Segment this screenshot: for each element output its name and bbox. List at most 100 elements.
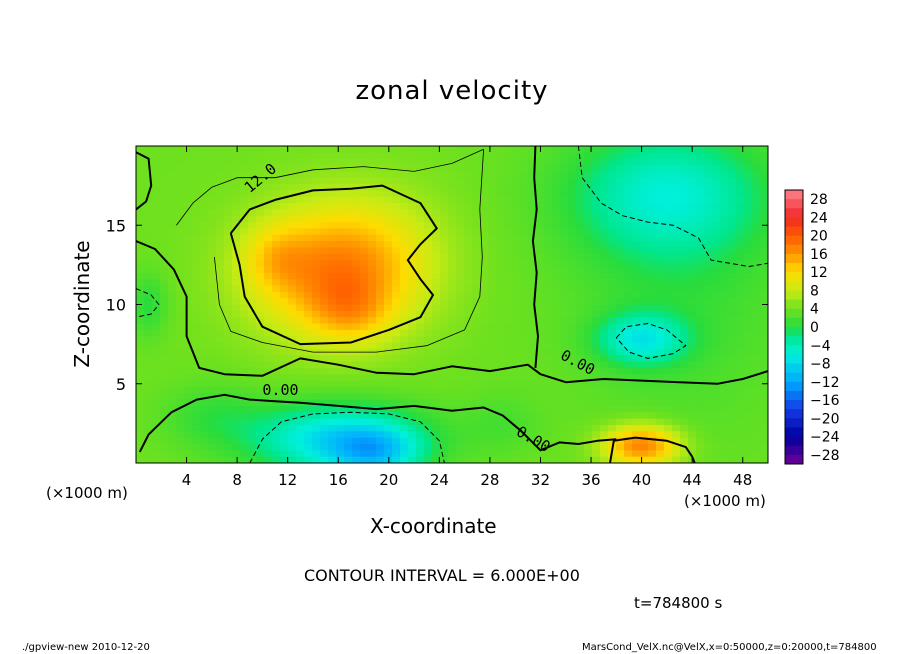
heat-cell (168, 329, 177, 337)
heat-cell (704, 329, 713, 337)
heat-cell (472, 355, 481, 363)
heat-cell (440, 253, 449, 261)
heat-cell (672, 222, 681, 230)
heat-cell (480, 228, 489, 236)
heat-cell (352, 190, 361, 198)
heat-cell (328, 393, 337, 401)
heat-cell (256, 348, 265, 356)
heat-cell (696, 234, 705, 242)
heat-cell (184, 342, 193, 350)
x-tick-label: 12 (278, 471, 297, 489)
heat-cell (592, 196, 601, 204)
heat-cell (136, 418, 145, 426)
heat-cell (200, 431, 209, 439)
heat-cell (720, 266, 729, 274)
heat-cell (552, 196, 561, 204)
heat-cell (144, 443, 153, 451)
heat-cell (440, 177, 449, 185)
heat-cell (584, 209, 593, 217)
heat-cell (152, 222, 161, 230)
heat-cell (704, 405, 713, 413)
heat-cell (352, 342, 361, 350)
heat-cell (352, 431, 361, 439)
heat-cell (320, 393, 329, 401)
heat-cell (208, 374, 217, 382)
heat-cell (512, 209, 521, 217)
heat-cell (568, 450, 577, 458)
heat-cell (520, 177, 529, 185)
heat-cell (592, 310, 601, 318)
heat-cell (712, 374, 721, 382)
heat-cell (600, 412, 609, 420)
heat-cell (472, 323, 481, 331)
heat-cell (552, 317, 561, 325)
heat-cell (256, 253, 265, 261)
heat-cell (728, 247, 737, 255)
heat-cell (568, 215, 577, 223)
heat-cell (512, 355, 521, 363)
heat-cell (440, 171, 449, 179)
heat-cell (160, 348, 169, 356)
heat-cell (224, 424, 233, 432)
heat-cell (568, 367, 577, 375)
heat-cell (416, 184, 425, 191)
heat-cell (448, 171, 457, 179)
heat-cell (584, 418, 593, 426)
heat-cell (672, 241, 681, 249)
heat-cell (504, 412, 513, 420)
heat-cell (568, 196, 577, 204)
heat-cell (560, 228, 569, 236)
heat-cell (536, 418, 545, 426)
heat-cell (256, 431, 265, 439)
heat-cell (472, 431, 481, 439)
heat-cell (280, 171, 289, 179)
heat-cell (536, 361, 545, 369)
heat-cell (528, 165, 537, 172)
heat-cell (680, 431, 689, 439)
heat-cell (392, 190, 401, 198)
heat-cell (288, 234, 297, 242)
heat-cell (488, 234, 497, 242)
heat-cell (552, 247, 561, 255)
heat-cell (744, 253, 753, 261)
heat-cell (536, 437, 545, 445)
heat-cell (144, 361, 153, 369)
heat-cell (176, 456, 185, 463)
heat-cell (376, 158, 385, 166)
heat-cell (472, 424, 481, 432)
heat-cell (216, 196, 225, 204)
heat-cell (392, 361, 401, 369)
heat-cell (512, 260, 521, 268)
heat-cell (600, 386, 609, 394)
heat-cell (544, 437, 553, 445)
heat-cell (600, 222, 609, 230)
heat-cell (656, 367, 665, 375)
heat-cell (160, 304, 169, 312)
colorbar-tick-label: 8 (810, 283, 819, 299)
heat-cell (616, 171, 625, 179)
heat-cell (424, 241, 433, 249)
heat-cell (512, 285, 521, 293)
heat-cell (192, 456, 201, 463)
heat-cell (184, 310, 193, 318)
heat-cell (336, 190, 345, 198)
heat-cell (200, 323, 209, 331)
heat-cell (184, 279, 193, 287)
heat-cell (504, 431, 513, 439)
heat-cell (248, 279, 257, 287)
heat-cell (360, 412, 369, 420)
heat-cell (176, 165, 185, 172)
heat-cell (288, 279, 297, 287)
heat-cell (208, 298, 217, 306)
heat-cell (344, 380, 353, 388)
heat-cell (360, 399, 369, 407)
x-tick-label: 20 (379, 471, 398, 489)
heat-cell (464, 260, 473, 268)
heat-cell (408, 190, 417, 198)
heat-cell (512, 184, 521, 191)
heat-cell (528, 399, 537, 407)
heat-cell (256, 361, 265, 369)
heat-cell (536, 190, 545, 198)
heat-cell (744, 443, 753, 451)
heat-cell (312, 152, 321, 160)
